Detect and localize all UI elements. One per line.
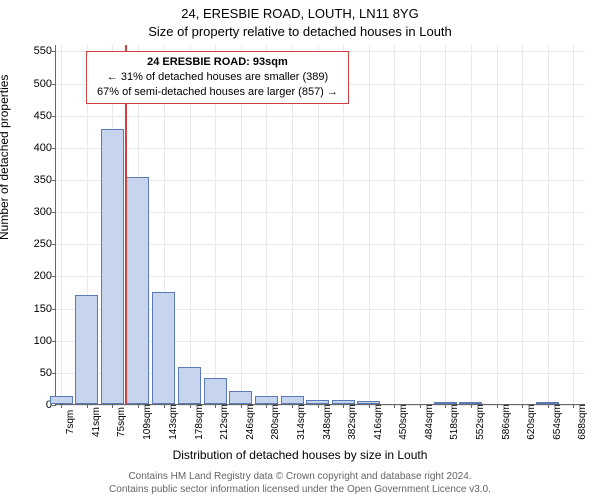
xtick-label: 620sqm <box>522 404 537 440</box>
gridline-v <box>445 45 446 404</box>
xtick-label: 212sqm <box>215 404 230 440</box>
histogram-bar <box>536 402 559 404</box>
gridline-v <box>471 45 472 404</box>
gridline-h <box>56 116 585 117</box>
xtick-label: 41sqm <box>87 407 102 437</box>
histogram-bar <box>459 402 482 404</box>
attribution-line1: Contains HM Land Registry data © Crown c… <box>0 470 600 483</box>
xtick-label: 109sqm <box>138 404 153 440</box>
ytick-label: 450 <box>34 110 56 122</box>
ytick-label: 350 <box>34 174 56 186</box>
ytick-label: 150 <box>34 303 56 315</box>
xtick-mark <box>61 404 62 408</box>
info-box: 24 ERESBIE ROAD: 93sqm← 31% of detached … <box>86 51 349 104</box>
xtick-label: 484sqm <box>420 404 435 440</box>
gridline-v <box>394 45 395 404</box>
chart-title-line1: 24, ERESBIE ROAD, LOUTH, LN11 8YG <box>0 6 600 21</box>
xtick-label: 518sqm <box>445 404 460 440</box>
ytick-label: 400 <box>34 142 56 154</box>
xtick-label: 280sqm <box>266 404 281 440</box>
xtick-label: 7sqm <box>61 410 76 434</box>
xtick-label: 586sqm <box>497 404 512 440</box>
histogram-bar <box>126 177 149 404</box>
histogram-bar <box>357 401 380 404</box>
histogram-bar <box>178 367 201 404</box>
gridline-h <box>56 148 585 149</box>
ytick-label: 300 <box>34 206 56 218</box>
histogram-bar <box>255 396 278 404</box>
xtick-label: 382sqm <box>343 404 358 440</box>
xtick-label: 348sqm <box>318 404 333 440</box>
gridline-v <box>548 45 549 404</box>
gridline-v <box>61 45 62 404</box>
gridline-v <box>522 45 523 404</box>
attribution-line2: Contains public sector information licen… <box>0 483 600 496</box>
ytick-label: 100 <box>34 335 56 347</box>
gridline-v <box>573 45 574 404</box>
xtick-label: 246sqm <box>241 404 256 440</box>
ytick-label: 550 <box>34 45 56 57</box>
xtick-label: 75sqm <box>112 407 127 437</box>
y-axis-label: Number of detached properties <box>0 75 11 240</box>
gridline-v <box>369 45 370 404</box>
attribution-text: Contains HM Land Registry data © Crown c… <box>0 470 600 496</box>
histogram-bar <box>75 295 98 404</box>
histogram-bar <box>229 391 252 404</box>
xtick-label: 143sqm <box>164 404 179 440</box>
histogram-bar <box>204 378 227 404</box>
gridline-v <box>497 45 498 404</box>
xtick-label: 178sqm <box>190 404 205 440</box>
ytick-label: 50 <box>40 367 56 379</box>
xtick-label: 450sqm <box>394 404 409 440</box>
histogram-bar <box>101 129 124 404</box>
plot-area: 0501001502002503003504004505005507sqm41s… <box>55 45 585 405</box>
info-box-title: 24 ERESBIE ROAD: 93sqm <box>97 55 338 70</box>
ytick-label: 500 <box>34 78 56 90</box>
xtick-label: 654sqm <box>548 404 563 440</box>
histogram-bar <box>306 400 329 404</box>
ytick-label: 250 <box>34 238 56 250</box>
histogram-bar <box>332 400 355 404</box>
histogram-bar <box>281 396 304 404</box>
xtick-label: 552sqm <box>471 404 486 440</box>
gridline-v <box>420 45 421 404</box>
info-box-line2: ← 31% of detached houses are smaller (38… <box>97 70 338 85</box>
histogram-bar <box>434 402 457 404</box>
xtick-label: 314sqm <box>292 404 307 440</box>
x-axis-label: Distribution of detached houses by size … <box>0 448 600 462</box>
info-box-line3: 67% of semi-detached houses are larger (… <box>97 85 338 100</box>
xtick-label: 688sqm <box>573 404 588 440</box>
chart-title-line2: Size of property relative to detached ho… <box>0 24 600 39</box>
ytick-label: 200 <box>34 270 56 282</box>
histogram-bar <box>50 396 73 404</box>
histogram-bar <box>152 292 175 405</box>
xtick-label: 416sqm <box>369 404 384 440</box>
